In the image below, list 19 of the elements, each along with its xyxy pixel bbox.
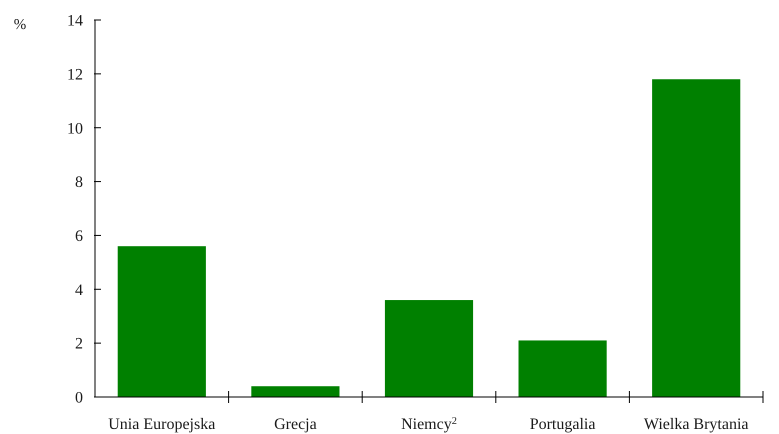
y-tick-label: 2	[75, 336, 83, 353]
bar	[118, 246, 206, 397]
y-tick-label: 14	[67, 12, 83, 30]
bar	[384, 300, 474, 397]
y-axis-title: %	[14, 17, 26, 33]
x-tick-label: Wielka Brytania	[644, 416, 749, 433]
y-tick-label: 6	[75, 228, 83, 246]
y-tick-label: 12	[67, 66, 83, 84]
x-tick-label: Grecja	[274, 416, 317, 433]
y-tick-label: 8	[75, 174, 83, 192]
y-tick-label: 4	[75, 282, 83, 299]
bar	[518, 340, 607, 397]
y-tick-label: 10	[67, 120, 83, 138]
x-tick-label: Portugalia	[530, 416, 596, 433]
bar	[652, 79, 740, 397]
x-tick-label: Niemcy$^{2}$	[401, 416, 457, 433]
x-tick-label: Unia Europejska	[108, 416, 216, 433]
bar	[251, 386, 340, 397]
y-tick-label: 0	[75, 390, 83, 407]
